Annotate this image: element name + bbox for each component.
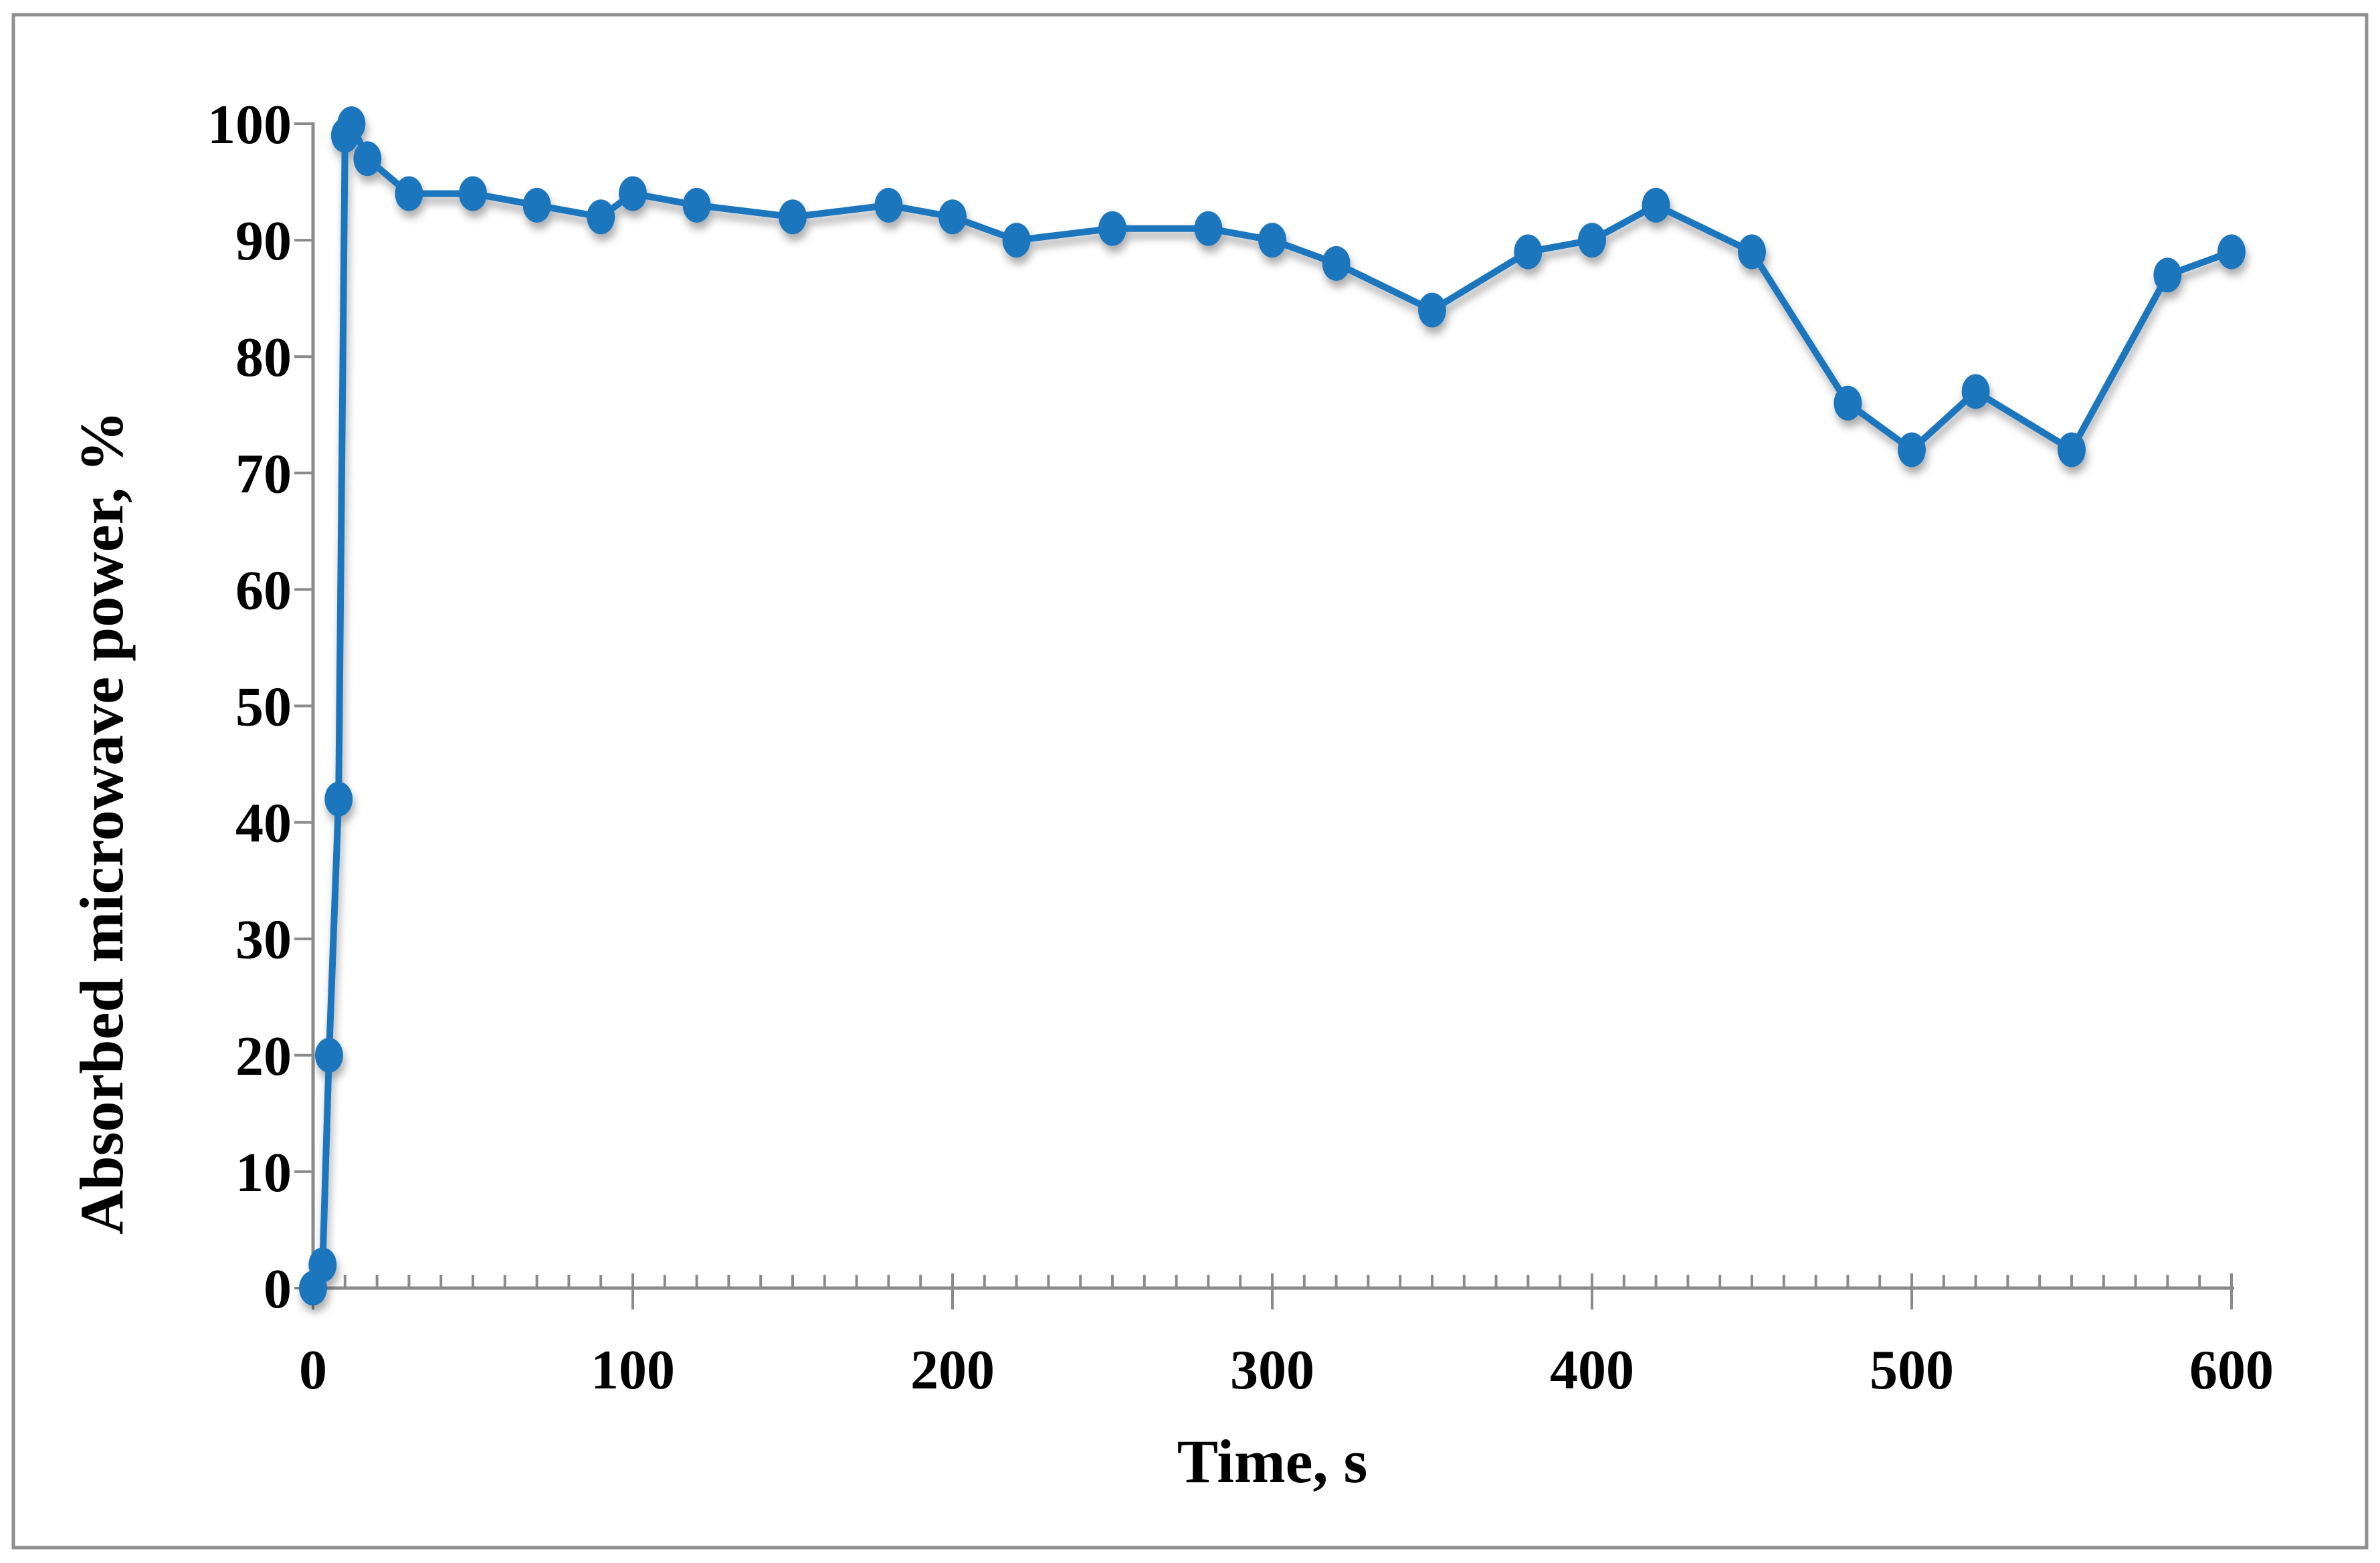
data-point-marker [324,781,353,817]
y-tick-label: 20 [235,1025,292,1087]
y-tick-label: 40 [235,793,292,855]
data-point-marker [314,1037,343,1073]
y-tick-label: 70 [235,443,292,505]
y-tick-label: 100 [207,94,292,156]
data-point-marker [1738,234,1766,270]
x-axis-title: Time, s [1177,1427,1368,1495]
data-point-marker [587,199,615,235]
data-point-marker [308,1247,337,1283]
data-point-marker [459,176,487,211]
data-point-marker [337,106,366,141]
data-point-marker [1418,292,1446,328]
data-point-marker [2058,432,2086,467]
x-tick-label: 600 [2189,1339,2274,1401]
x-tick-label: 200 [910,1339,995,1401]
y-tick-label: 30 [235,909,292,971]
y-tick-label: 50 [235,676,292,738]
data-point-marker [2217,234,2246,270]
data-point-marker [1642,187,1670,223]
data-point-marker [1098,211,1126,246]
data-point-marker [1578,223,1606,258]
data-point-marker [1833,385,1862,421]
data-point-marker [779,199,807,235]
data-point-marker [353,141,382,177]
data-point-marker [682,187,711,223]
x-tick-label: 300 [1230,1339,1314,1401]
data-point-marker [938,199,967,235]
y-tick-label: 60 [235,559,292,621]
data-point-marker [1514,234,1543,270]
data-point-marker [2153,257,2182,293]
data-point-marker [1258,223,1286,258]
y-tick-label: 0 [264,1258,292,1320]
data-point-marker [1898,432,1926,467]
data-point-marker [1322,245,1351,281]
data-point-marker [1961,374,1990,409]
x-tick-label: 400 [1550,1339,1634,1401]
data-point-marker [874,187,903,223]
data-point-marker [1194,211,1223,246]
y-tick-label: 90 [235,210,292,272]
data-point-marker [395,176,423,211]
y-tick-label: 10 [235,1142,292,1204]
data-point-marker [619,176,647,211]
figure-border [11,13,2369,1550]
x-tick-label: 100 [591,1339,675,1401]
series-line [310,120,2235,1291]
data-point-marker [1002,223,1031,258]
y-tick-label: 80 [235,326,292,389]
x-tick-label: 500 [1870,1339,1954,1401]
x-tick-label: 0 [299,1339,327,1401]
y-axis-title: Absorbed microwave power, % [68,411,136,1235]
data-point-marker [522,187,551,223]
series-absorbed-microwave-power [299,106,2246,1306]
